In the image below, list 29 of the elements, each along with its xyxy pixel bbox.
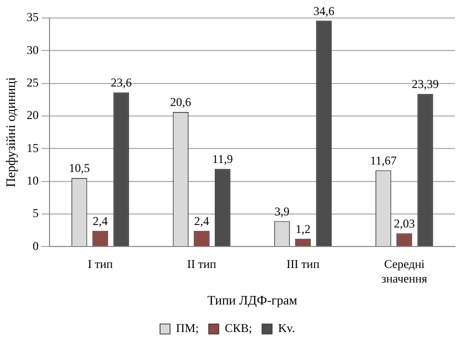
data-label: 2,03 (394, 216, 415, 230)
data-label: 11,67 (370, 154, 397, 168)
data-label: 23,39 (412, 76, 439, 91)
data-label: 34,6 (313, 4, 334, 18)
data-label: 3,9 (274, 204, 290, 218)
y-tick-label: 10 (26, 173, 39, 188)
y-tick-label: 30 (26, 42, 39, 57)
x-tick-label: Середні значення (381, 256, 428, 286)
x-tick-label: I тип (88, 256, 114, 271)
y-tick-label: 0 (32, 238, 39, 253)
legend-label: Kv. (278, 321, 295, 336)
data-label: 23,6 (110, 76, 132, 90)
y-tick-label: 35 (26, 10, 39, 24)
x-tick-label: III тип (286, 256, 320, 271)
x-axis-title: Типи ЛДФ-грам (207, 292, 298, 308)
data-label: 20,6 (170, 95, 192, 110)
legend-label: ПМ; (176, 321, 199, 336)
x-tick-label: II тип (187, 256, 217, 271)
data-label: 2,4 (194, 214, 210, 228)
data-label: 2,4 (92, 214, 108, 228)
y-tick-label: 5 (32, 206, 39, 220)
y-tick-label: 25 (26, 75, 39, 90)
data-label: 1,2 (295, 222, 310, 236)
y-tick-label: 15 (26, 140, 39, 155)
y-axis-title: Перфузійні одиниці (3, 76, 18, 188)
y-tick-label: 20 (26, 108, 39, 122)
data-label: 10,5 (68, 161, 90, 176)
legend-label: СКВ; (224, 321, 252, 336)
data-label: 11,9 (212, 152, 233, 166)
